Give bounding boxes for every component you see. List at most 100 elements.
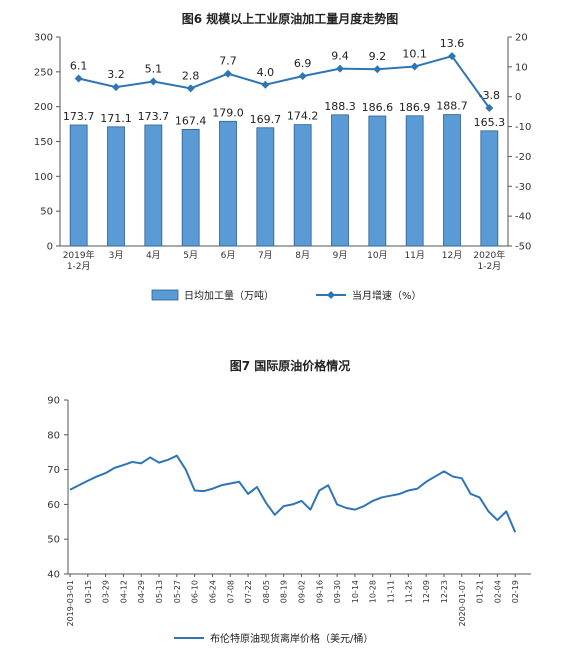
chart6-growth-point — [261, 80, 270, 89]
chart7-legend: 布伦特原油现货离岸价格（美元/桶） — [174, 632, 373, 645]
chart7-x-tick-label: 05-13 — [155, 580, 164, 603]
chart6-title: 图6 规模以上工业原油加工量月度走势图 — [182, 11, 399, 26]
legend-line-label: 当月增速（%） — [352, 289, 422, 302]
chart7-x-tick-label: 01-21 — [476, 580, 485, 603]
chart6-bar — [69, 124, 88, 247]
chart6-x-tick-label: 2019年 — [63, 249, 95, 261]
chart6-growth-point — [74, 74, 83, 83]
chart6-x-tick-label: 12月 — [442, 250, 462, 261]
chart6-bar — [480, 130, 499, 247]
chart6-growth-polyline — [78, 54, 491, 109]
chart7-x-tick-label: 12-23 — [440, 580, 449, 603]
chart6-growth-value-label: 3.2 — [107, 68, 125, 81]
chart7-x-tick-label: 08-05 — [262, 580, 271, 603]
chart6-growth-line: 6.1 3.2 5.1 2.8 7.7 4.0 6.9 9.4 9.2 10.1 13.6 -3.8 — [70, 37, 500, 113]
chart6-growth-value-label: 6.1 — [70, 60, 88, 73]
chart-fig6: 图6 规模以上工业原油加工量月度走势图 050100150200250300-5… — [34, 11, 531, 302]
chart6-growth-point — [224, 69, 232, 78]
chart7-x-tick-label: 07-08 — [226, 580, 235, 603]
chart6-right-tick-label: -20 — [515, 152, 531, 163]
chart7-x-tick-label: 04-29 — [137, 580, 146, 603]
chart6-right-tick-label: -30 — [515, 182, 531, 193]
chart7-y-tick-label: 80 — [47, 430, 60, 441]
chart6-x-tick-label: 8月 — [295, 250, 310, 261]
chart6-right-tick-label: -50 — [515, 242, 531, 253]
chart6-bar — [405, 115, 424, 247]
chart6-bar — [443, 114, 461, 247]
chart6-growth-point — [410, 62, 419, 71]
chart6-bar-value-label: 186.9 — [399, 101, 431, 114]
chart6-x-tick-label: 3月 — [109, 250, 124, 261]
chart7-y-tick-label: 60 — [47, 500, 60, 511]
chart7-x-tick-label: 02-04 — [493, 580, 502, 603]
chart6-growth-point — [298, 72, 307, 81]
chart6-bars — [69, 114, 499, 247]
chart7-y-tick-label: 50 — [47, 535, 60, 546]
chart7-x-tick-label: 11-25 — [404, 580, 413, 603]
chart6-bar-value-label: 171.1 — [100, 112, 132, 125]
chart6-left-tick-label: 300 — [34, 33, 53, 44]
chart6-bar-value-label: 173.7 — [138, 110, 170, 123]
chart7-axes: 40 50 60 70 80 90 — [47, 396, 531, 581]
chart6-left-tick-label: 150 — [34, 137, 53, 148]
chart7-x-tick-label: 06-10 — [191, 580, 200, 603]
chart6-x-tick-label: 1-2月 — [67, 261, 91, 272]
chart6-growth-point — [485, 104, 494, 113]
chart6-bar — [293, 124, 312, 247]
chart6-x-tick-label: 6月 — [221, 250, 236, 261]
chart7-x-tick-label: 2019-03-01 — [66, 580, 75, 627]
chart6-left-tick-label: 0 — [47, 242, 53, 253]
chart6-x-tick-label: 1-2月 — [477, 261, 501, 272]
chart6-right-tick-label: 0 — [515, 92, 521, 103]
chart6-x-tick-label: 7月 — [258, 250, 273, 261]
chart6-bar-labels: 173.7 171.1 173.7 167.4 179.0 169.7 174.2 188.3… — [63, 100, 505, 129]
chart6-bar-value-label: 169.7 — [250, 113, 282, 126]
chart7-x-tick-label: 07-22 — [244, 580, 253, 603]
chart6-bar — [107, 126, 125, 247]
chart6-bar — [368, 115, 387, 247]
chart6-bar-value-label: 165.3 — [474, 116, 506, 129]
chart7-x-tick-label: 10-14 — [351, 580, 360, 603]
chart6-right-tick-label: 20 — [515, 33, 528, 44]
chart6-bar — [219, 120, 237, 247]
chart7-price-line — [69, 454, 517, 533]
chart7-x-labels: 2019-03-01 03-15 03-29 04-12 04-29 05-13 05-27… — [66, 580, 520, 627]
chart-fig7: 图7 国际原油价格情况 40 50 60 70 80 90 2019-03-01 03-15… — [47, 358, 531, 645]
chart6-growth-value-label: 4.0 — [257, 66, 275, 79]
chart7-x-tick-label: 09-30 — [333, 580, 342, 603]
chart6-x-tick-label: 2020年 — [473, 249, 505, 261]
chart6-left-tick-label: 100 — [34, 172, 53, 183]
chart7-x-tick-label: 09-16 — [315, 580, 324, 603]
chart6-growth-value-label: 2.8 — [182, 69, 200, 82]
chart6-growth-point — [112, 83, 120, 92]
chart6-x-tick-label: 9月 — [333, 250, 348, 261]
chart6-bar-value-label: 188.3 — [324, 100, 356, 113]
chart6-legend: 日均加工量（万吨） 当月增速（%） — [151, 289, 422, 302]
chart6-x-tick-label: 10月 — [367, 250, 387, 261]
chart7-x-tick-label: 03-15 — [84, 580, 93, 603]
chart6-growth-point — [448, 52, 456, 61]
chart6-right-tick-label: -40 — [515, 212, 531, 223]
chart6-growth-point — [336, 64, 344, 73]
chart6-left-tick-label: 250 — [34, 67, 53, 78]
chart6-right-tick-label: -10 — [515, 122, 531, 133]
chart6-growth-value-label: 6.9 — [294, 57, 312, 70]
chart7-x-tick-label: 10-28 — [369, 580, 378, 603]
chart6-growth-point — [149, 77, 158, 86]
chart6-bar-value-label: 188.7 — [436, 100, 468, 113]
chart6-bar-value-label: 186.6 — [362, 101, 394, 114]
chart6-growth-value-label: 13.6 — [440, 37, 465, 50]
chart6-left-tick-label: 50 — [40, 207, 53, 218]
legend-price-label: 布伦特原油现货离岸价格（美元/桶） — [210, 632, 373, 645]
chart6-growth-point — [373, 65, 382, 74]
chart6-x-tick-label: 4月 — [146, 250, 161, 261]
chart6-bar — [331, 114, 349, 247]
chart7-x-tick-label: 03-29 — [102, 580, 111, 603]
chart6-growth-value-label: 9.4 — [331, 50, 349, 63]
chart6-bar-value-label: 179.0 — [212, 106, 244, 119]
chart7-x-tick-label: 06-24 — [208, 580, 217, 603]
chart6-bar — [144, 124, 163, 247]
chart6-bar — [181, 128, 200, 247]
